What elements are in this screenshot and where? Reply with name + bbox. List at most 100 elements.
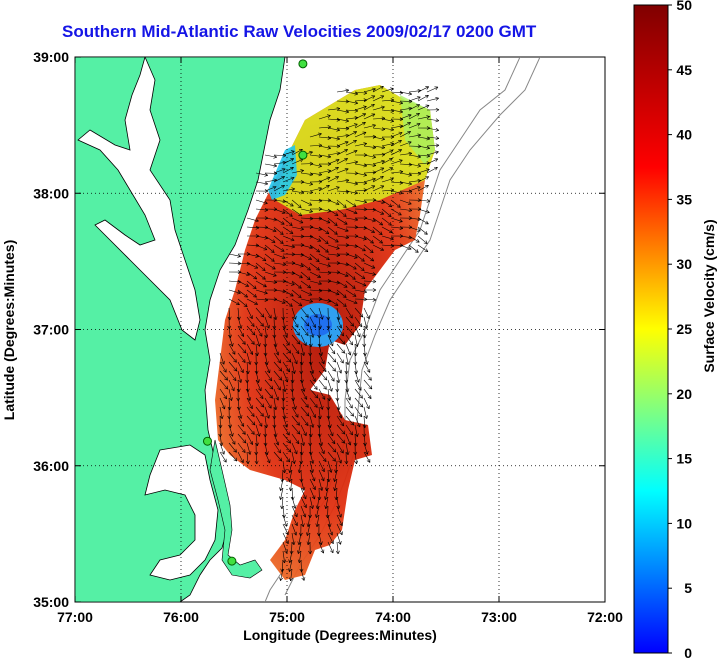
velocity-arrowhead bbox=[345, 118, 349, 122]
velocity-arrowhead bbox=[329, 397, 332, 402]
velocity-arrowhead bbox=[372, 281, 377, 284]
velocity-arrow bbox=[318, 298, 331, 302]
velocity-arrowhead bbox=[244, 439, 247, 444]
velocity-arrow bbox=[417, 145, 430, 149]
velocity-arrow bbox=[363, 361, 371, 373]
velocity-arrow bbox=[255, 325, 263, 337]
velocity-arrowhead bbox=[372, 198, 377, 201]
velocity-arrow bbox=[334, 478, 338, 491]
velocity-arrow bbox=[282, 280, 295, 286]
velocity-arrowhead bbox=[417, 219, 422, 222]
velocity-arrowhead bbox=[290, 150, 295, 152]
velocity-arrowhead bbox=[272, 258, 275, 262]
velocity-arrowhead bbox=[363, 175, 367, 177]
velocity-arrowhead bbox=[265, 433, 268, 438]
velocity-arrowhead bbox=[238, 406, 241, 411]
velocity-arrow bbox=[282, 150, 295, 156]
velocity-arrow bbox=[327, 159, 340, 165]
velocity-arrowhead bbox=[250, 414, 255, 417]
velocity-arrowhead bbox=[268, 379, 272, 382]
velocity-arrow bbox=[417, 86, 429, 93]
velocity-arrow bbox=[309, 316, 316, 328]
velocity-arrowhead bbox=[264, 175, 268, 177]
velocity-arrowhead bbox=[237, 301, 240, 305]
velocity-arrowhead bbox=[390, 229, 393, 233]
velocity-arrowhead bbox=[301, 451, 304, 456]
velocity-arrowhead bbox=[367, 361, 369, 365]
velocity-arrow bbox=[354, 370, 360, 383]
velocity-arrowhead bbox=[363, 217, 368, 220]
velocity-arrowhead bbox=[241, 360, 246, 363]
velocity-arrowhead bbox=[256, 433, 260, 437]
velocity-arrow bbox=[318, 397, 323, 410]
velocity-arrowhead bbox=[326, 240, 329, 244]
velocity-arrowhead bbox=[277, 388, 281, 391]
velocity-arrowhead bbox=[426, 162, 431, 166]
velocity-arrowhead bbox=[342, 305, 347, 307]
velocity-arrow bbox=[372, 226, 383, 235]
velocity-arrowhead bbox=[265, 442, 268, 447]
velocity-arrowhead bbox=[345, 141, 349, 145]
velocity-arrow bbox=[363, 406, 368, 419]
velocity-arrowhead bbox=[327, 137, 332, 140]
velocity-arrowhead bbox=[324, 496, 326, 500]
velocity-arrowhead bbox=[238, 379, 242, 383]
velocity-arrow bbox=[426, 86, 439, 93]
velocity-arrowhead bbox=[229, 316, 232, 321]
velocity-arrowhead bbox=[354, 203, 357, 207]
velocity-arrowhead bbox=[345, 120, 349, 123]
velocity-arrowhead bbox=[273, 297, 278, 300]
velocity-arrowhead bbox=[361, 313, 364, 318]
velocity-arrow bbox=[264, 406, 270, 419]
velocity-arrowhead bbox=[309, 209, 313, 212]
grid bbox=[75, 57, 605, 602]
velocity-arrow bbox=[381, 178, 394, 183]
velocity-arrowhead bbox=[309, 150, 313, 153]
velocity-arrow bbox=[336, 541, 339, 554]
velocity-arrowhead bbox=[223, 460, 227, 463]
velocity-arrow bbox=[399, 181, 412, 185]
velocity-arrowhead bbox=[298, 550, 301, 554]
velocity-arrowhead bbox=[366, 325, 369, 329]
y-tick-label: 39:00 bbox=[33, 49, 69, 65]
velocity-arrowhead bbox=[300, 252, 305, 256]
velocity-arrowhead bbox=[264, 293, 268, 295]
velocity-arrow bbox=[300, 208, 313, 213]
velocity-arrowhead bbox=[381, 95, 385, 99]
velocity-arrow bbox=[264, 307, 272, 319]
velocity-arrow bbox=[228, 343, 236, 355]
velocity-arrow bbox=[408, 244, 419, 253]
velocity-arrowhead bbox=[271, 394, 273, 399]
velocity-arrowhead bbox=[300, 244, 305, 247]
velocity-arrow bbox=[219, 406, 223, 419]
velocity-arrow bbox=[345, 406, 354, 417]
velocity-arrowhead bbox=[372, 207, 377, 211]
pamlico-sound bbox=[144, 444, 219, 581]
velocity-arrow bbox=[228, 325, 231, 338]
velocity-arrowhead bbox=[297, 296, 302, 298]
velocity-arrowhead bbox=[263, 203, 268, 205]
velocity-arrowhead bbox=[251, 333, 256, 336]
velocity-arrowhead bbox=[286, 460, 290, 463]
velocity-arrowhead bbox=[334, 496, 337, 501]
velocity-arrowhead bbox=[291, 292, 294, 297]
velocity-arrowhead bbox=[325, 385, 327, 390]
velocity-arrow bbox=[354, 343, 356, 356]
velocity-arrowhead bbox=[349, 406, 353, 409]
velocity-arrowhead bbox=[282, 210, 286, 214]
velocity-arrowhead bbox=[319, 433, 322, 438]
velocity-arrowhead bbox=[354, 246, 359, 249]
velocity-arrowhead bbox=[381, 147, 385, 150]
velocity-arrowhead bbox=[282, 168, 286, 172]
velocity-arrow bbox=[372, 106, 385, 111]
velocity-arrow bbox=[354, 388, 363, 399]
velocity-arrowhead bbox=[354, 210, 358, 214]
velocity-arrowhead bbox=[249, 442, 253, 445]
velocity-arrowhead bbox=[390, 142, 394, 144]
velocity-arrow bbox=[273, 217, 285, 225]
velocity-arrowhead bbox=[289, 577, 291, 582]
velocity-arrow bbox=[246, 298, 258, 305]
velocity-arrow bbox=[363, 253, 374, 262]
velocity-arrow bbox=[282, 226, 294, 234]
velocity-arrowhead bbox=[286, 343, 290, 346]
